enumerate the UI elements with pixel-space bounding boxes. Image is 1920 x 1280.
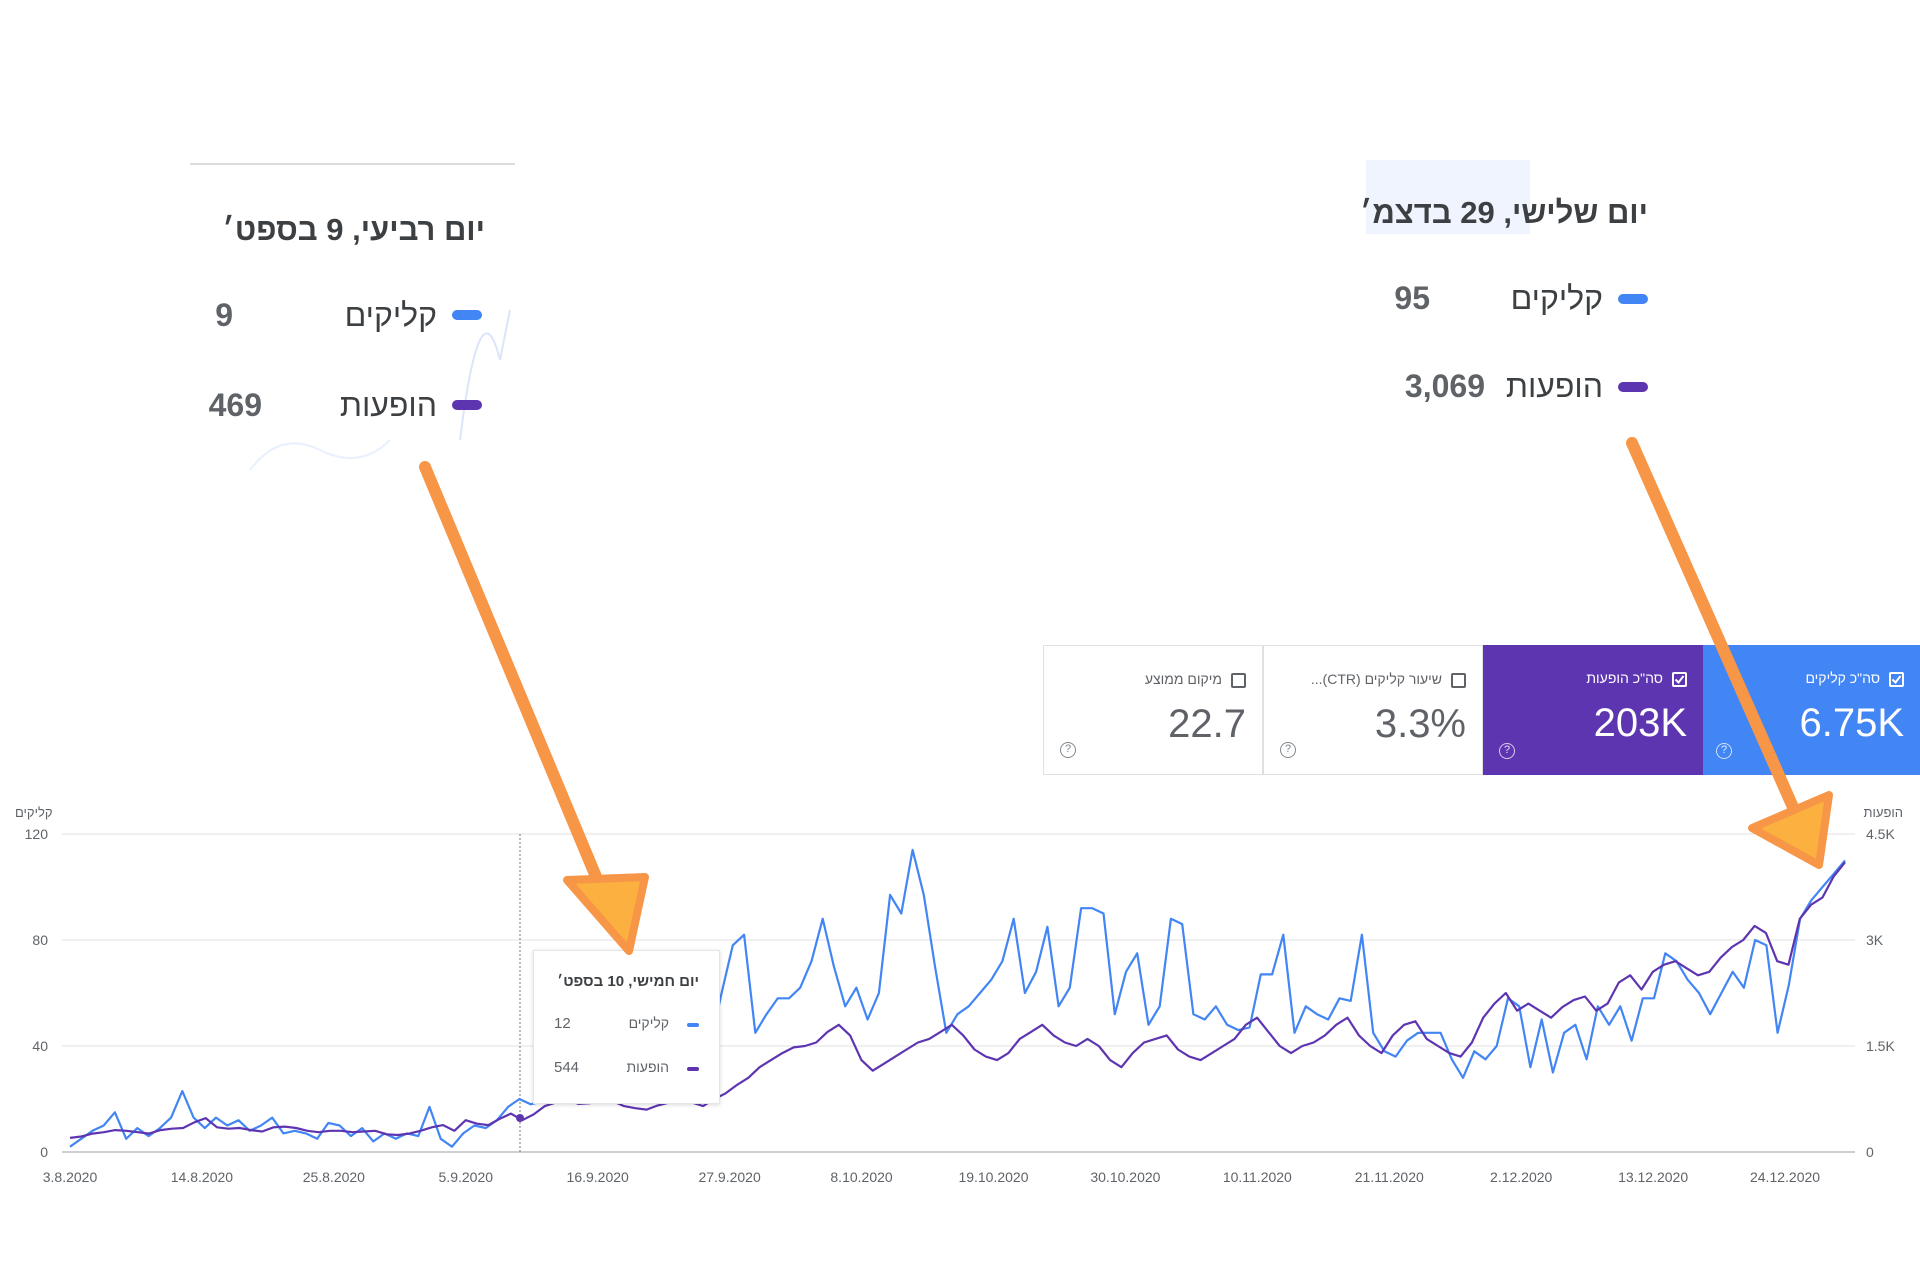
chart-gridlines bbox=[62, 833, 1855, 1153]
y-left-tick-label: 120 bbox=[25, 826, 49, 842]
ctr-card[interactable]: שיעור קליקים (CTR)... 3.3% ? bbox=[1263, 645, 1483, 775]
total-clicks-value: 6.75K bbox=[1799, 701, 1904, 745]
clicks-label: קליקים bbox=[628, 1015, 669, 1031]
chart-series bbox=[69, 848, 1846, 1148]
x-tick-label: 5.9.2020 bbox=[439, 1169, 494, 1185]
x-tick-label: 16.9.2020 bbox=[567, 1169, 629, 1185]
clicks-value: 12 bbox=[554, 1015, 571, 1032]
left-arrow-head bbox=[563, 873, 649, 955]
hover-point bbox=[516, 1114, 524, 1122]
help-icon[interactable]: ? bbox=[1499, 743, 1515, 759]
clicks-value: 95 bbox=[1394, 280, 1430, 316]
total-impressions-checkbox[interactable] bbox=[1672, 672, 1687, 687]
y-left-tick-label: 0 bbox=[40, 1144, 48, 1160]
impressions-label: הופעות bbox=[1505, 368, 1603, 404]
right-arrow-head bbox=[1748, 791, 1833, 869]
help-icon[interactable]: ? bbox=[1280, 742, 1296, 758]
average-position-value: 22.7 bbox=[1168, 702, 1246, 746]
x-tick-label: 30.10.2020 bbox=[1090, 1169, 1160, 1185]
y-left-axis-title: קליקים bbox=[15, 805, 53, 820]
ctr-label: שיעור קליקים (CTR)... bbox=[1310, 671, 1442, 687]
clicks-legend-swatch bbox=[1618, 294, 1648, 304]
enlarged-tooltip-sep-9: יום רביעי, 9 בספט׳ קליקים 9 הופעות 469 bbox=[190, 160, 520, 470]
impressions-value: 469 bbox=[208, 387, 262, 423]
tooltip-date: יום שלישי, 29 בדצמ׳ bbox=[1359, 195, 1648, 230]
y-left-tick-label: 80 bbox=[32, 932, 48, 948]
performance-chart[interactable]: 0 0 40 1.5K 80 3K 120 4.5K 3.8.2020 14.8.2020 25.8… bbox=[0, 790, 1920, 1210]
right-arrow-shaft bbox=[1626, 437, 1806, 829]
total-clicks-checkbox[interactable] bbox=[1889, 672, 1904, 687]
ctr-checkbox[interactable] bbox=[1451, 673, 1466, 688]
clicks-value: 9 bbox=[215, 297, 233, 333]
clicks-label: קליקים bbox=[344, 297, 437, 333]
ctr-value: 3.3% bbox=[1374, 702, 1466, 746]
tooltip-highlight bbox=[1366, 160, 1530, 234]
x-tick-label: 13.12.2020 bbox=[1618, 1169, 1688, 1185]
enlarged-tooltip-dec-29: יום שלישי, 29 בדצמ׳ קליקים 95 הופעות 3,0… bbox=[1360, 160, 1680, 440]
impressions-value: 544 bbox=[554, 1059, 580, 1076]
chart-hover-tooltip: יום חמישי, 10 בספט׳ קליקים 12 הופעות 544 bbox=[533, 950, 720, 1104]
x-tick-label: 21.11.2020 bbox=[1355, 1169, 1424, 1185]
impressions-label: הופעות bbox=[626, 1059, 669, 1075]
tooltip-date: יום רביעי, 9 בספט׳ bbox=[222, 212, 485, 247]
x-tick-label: 3.8.2020 bbox=[43, 1169, 98, 1185]
help-icon[interactable]: ? bbox=[1716, 743, 1732, 759]
impressions-label: הופעות bbox=[339, 387, 437, 423]
tooltip-divider bbox=[190, 163, 515, 165]
y-right-tick-label: 1.5K bbox=[1866, 1038, 1895, 1054]
x-tick-label: 14.8.2020 bbox=[171, 1169, 233, 1185]
x-tick-label: 2.12.2020 bbox=[1490, 1169, 1552, 1185]
impressions-series-line bbox=[69, 861, 1846, 1139]
impressions-legend-swatch bbox=[687, 1067, 699, 1071]
x-tick-label: 19.10.2020 bbox=[958, 1169, 1028, 1185]
total-clicks-label: סה"כ קליקים bbox=[1805, 670, 1880, 686]
x-tick-label: 8.10.2020 bbox=[830, 1169, 892, 1185]
total-impressions-value: 203K bbox=[1593, 701, 1687, 745]
left-arrow-shaft bbox=[419, 461, 618, 921]
y-right-tick-label: 3K bbox=[1866, 932, 1884, 948]
y-right-tick-label: 4.5K bbox=[1866, 826, 1895, 842]
x-tick-label: 10.11.2020 bbox=[1223, 1169, 1292, 1185]
x-tick-label: 27.9.2020 bbox=[698, 1169, 760, 1185]
clicks-legend-swatch bbox=[452, 310, 482, 320]
total-impressions-card[interactable]: סה"כ הופעות 203K ? bbox=[1483, 645, 1703, 775]
average-position-label: מיקום ממוצע bbox=[1144, 671, 1222, 687]
clicks-series-line bbox=[69, 848, 1846, 1148]
x-tick-label: 24.12.2020 bbox=[1750, 1169, 1820, 1185]
impressions-legend-swatch bbox=[1618, 382, 1648, 392]
y-right-axis-title: הופעות bbox=[1864, 805, 1903, 820]
average-position-card[interactable]: מיקום ממוצע 22.7 ? bbox=[1043, 645, 1263, 775]
chart-axes: 0 0 40 1.5K 80 3K 120 4.5K 3.8.2020 14.8.2020 25.8… bbox=[25, 826, 1896, 1185]
impressions-value: 3,069 bbox=[1404, 368, 1485, 404]
x-tick-label: 25.8.2020 bbox=[303, 1169, 365, 1185]
clicks-label: קליקים bbox=[1510, 280, 1603, 316]
average-position-checkbox[interactable] bbox=[1231, 673, 1246, 688]
y-left-tick-label: 40 bbox=[32, 1038, 48, 1054]
impressions-legend-swatch bbox=[452, 400, 482, 410]
help-icon[interactable]: ? bbox=[1060, 742, 1076, 758]
tooltip-date: יום חמישי, 10 בספט׳ bbox=[557, 973, 699, 990]
y-right-tick-label: 0 bbox=[1866, 1144, 1874, 1160]
clicks-legend-swatch bbox=[687, 1023, 699, 1027]
total-impressions-label: סה"כ הופעות bbox=[1586, 670, 1663, 686]
